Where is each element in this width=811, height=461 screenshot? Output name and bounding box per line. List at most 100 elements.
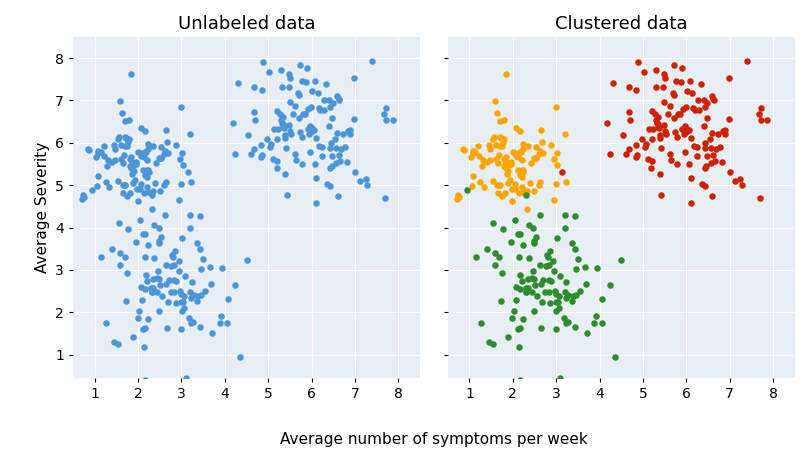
Point xyxy=(509,180,522,188)
Point xyxy=(646,158,659,165)
Point xyxy=(754,116,767,123)
Point xyxy=(135,284,148,291)
Point xyxy=(560,295,573,302)
Point xyxy=(128,176,141,183)
Point xyxy=(667,91,680,98)
Point xyxy=(550,307,563,315)
Point xyxy=(645,164,658,171)
Point xyxy=(148,179,161,187)
Point xyxy=(255,86,268,93)
Point xyxy=(138,230,151,237)
Point xyxy=(736,181,749,188)
Point xyxy=(141,315,154,323)
Point xyxy=(152,275,165,283)
Point xyxy=(311,89,324,96)
Point xyxy=(155,144,168,151)
Point xyxy=(108,141,121,148)
Point xyxy=(285,130,298,137)
Point xyxy=(469,148,482,155)
Point xyxy=(112,340,125,347)
Point xyxy=(184,212,197,219)
Point xyxy=(118,134,131,141)
Point xyxy=(191,297,204,305)
Point xyxy=(174,290,187,297)
Point xyxy=(106,158,119,165)
Point xyxy=(512,154,525,161)
Point xyxy=(136,152,149,160)
Point xyxy=(579,280,592,288)
Point xyxy=(590,264,603,272)
Point xyxy=(314,106,327,113)
Point xyxy=(528,188,541,195)
Point xyxy=(544,141,557,148)
Point xyxy=(136,166,149,173)
Point xyxy=(489,142,502,149)
Point xyxy=(256,152,269,159)
Point xyxy=(101,156,114,163)
Point xyxy=(466,149,479,157)
Point xyxy=(496,269,508,276)
Point xyxy=(122,116,135,124)
Point xyxy=(671,160,684,167)
Point xyxy=(145,191,158,198)
Point xyxy=(293,114,306,122)
Point xyxy=(498,155,511,162)
Point xyxy=(318,106,331,114)
Point xyxy=(547,196,560,204)
Point xyxy=(646,135,659,142)
Point xyxy=(723,75,736,82)
Point xyxy=(478,183,491,191)
Point xyxy=(159,261,172,269)
Point xyxy=(196,255,209,263)
Point xyxy=(155,154,168,162)
Point xyxy=(620,151,633,158)
Point xyxy=(270,135,283,142)
Point xyxy=(728,177,741,184)
Point xyxy=(664,156,677,164)
Point xyxy=(504,160,517,167)
Point xyxy=(173,196,186,204)
Point xyxy=(697,123,710,130)
Point xyxy=(242,131,255,139)
Point xyxy=(562,318,575,325)
Point xyxy=(274,116,287,124)
Point xyxy=(675,64,688,71)
Point xyxy=(642,155,654,162)
Point xyxy=(483,141,496,148)
Point xyxy=(517,242,530,249)
Point xyxy=(496,225,509,232)
Point xyxy=(286,110,299,118)
Point xyxy=(379,194,392,201)
Point xyxy=(554,374,567,382)
Point xyxy=(513,343,526,350)
Point xyxy=(161,299,174,306)
Point xyxy=(92,149,105,157)
Point xyxy=(123,189,136,196)
Point xyxy=(229,281,242,289)
Point xyxy=(347,116,360,123)
Point xyxy=(511,166,524,173)
Point xyxy=(109,156,122,164)
Point xyxy=(386,117,399,124)
Point xyxy=(145,288,158,295)
Point xyxy=(498,189,511,196)
Point xyxy=(616,131,629,139)
Point xyxy=(532,181,545,188)
Point xyxy=(158,151,171,158)
Point xyxy=(569,213,581,220)
Point xyxy=(118,181,131,189)
Point xyxy=(194,213,207,220)
Point xyxy=(753,194,766,201)
Point xyxy=(511,152,524,160)
Point xyxy=(307,126,320,133)
Point xyxy=(512,325,525,333)
Point xyxy=(130,238,143,246)
Point xyxy=(100,319,113,326)
Point xyxy=(323,123,336,130)
Point xyxy=(676,125,689,132)
Point xyxy=(543,262,556,269)
Point xyxy=(450,195,463,203)
Point xyxy=(493,182,506,189)
Point xyxy=(117,159,130,166)
Point xyxy=(255,142,268,149)
